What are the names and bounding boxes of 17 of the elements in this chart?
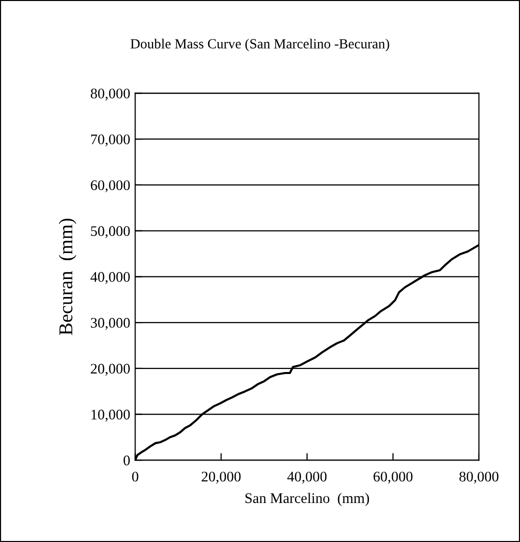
x-tick-label: 80,000	[459, 472, 498, 484]
y-axis-title: Becuran (mm)	[58, 218, 76, 335]
y-tick-label: 60,000	[90, 180, 130, 192]
y-tick-label: 30,000	[90, 318, 130, 330]
y-tick-label: 10,000	[92, 410, 130, 422]
y-tick-label: 70,000	[91, 134, 130, 146]
x-tick-label: 20,000	[202, 472, 241, 484]
y-tick-label: 0	[124, 456, 130, 466]
x-axis-title: San Marcelino (mm)	[245, 492, 369, 506]
chart-title: Double Mass Curve (San Marcelino -Becuran)	[130, 38, 390, 52]
y-tick-label: 80,000	[90, 88, 130, 101]
x-tick-label: 60,000	[374, 472, 412, 484]
x-tick-label: 0	[132, 472, 138, 482]
x-tick-label: 40,000	[287, 472, 327, 484]
y-tick-label: 40,000	[90, 272, 130, 284]
y-tick-label: 20,000	[90, 364, 130, 376]
y-tick-label: 50,000	[91, 226, 130, 238]
